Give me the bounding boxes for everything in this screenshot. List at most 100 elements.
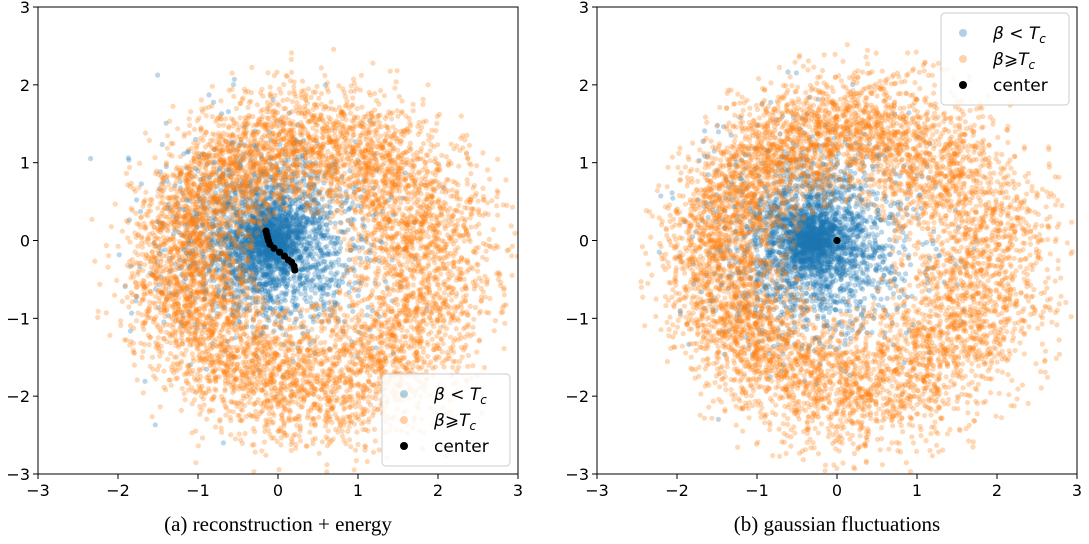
point (381, 93, 387, 99)
point (330, 293, 337, 299)
point (389, 116, 395, 122)
point (376, 447, 382, 453)
point (336, 262, 342, 268)
point (262, 250, 268, 256)
point (261, 273, 267, 279)
point (165, 133, 171, 139)
point (182, 206, 188, 213)
point (314, 83, 320, 89)
point (303, 292, 309, 298)
point (266, 274, 272, 280)
point (302, 285, 308, 291)
point (225, 109, 231, 115)
point (280, 97, 286, 103)
point (275, 428, 281, 434)
point (155, 72, 161, 78)
point (241, 251, 247, 257)
point (237, 264, 244, 270)
point (97, 281, 103, 287)
point (246, 234, 252, 240)
point (251, 336, 257, 342)
point (247, 232, 253, 238)
point (284, 217, 290, 223)
point (219, 236, 225, 242)
point (231, 295, 237, 301)
point (324, 228, 330, 235)
point (459, 354, 465, 360)
point (264, 252, 270, 258)
point (325, 251, 331, 257)
point (307, 205, 313, 211)
point (285, 219, 291, 225)
point (319, 293, 325, 299)
point (276, 225, 282, 231)
point (322, 245, 328, 251)
point (312, 262, 318, 268)
point (297, 222, 303, 228)
point (223, 232, 229, 238)
point (467, 303, 473, 310)
point (220, 440, 226, 446)
point (264, 262, 270, 268)
point (273, 282, 279, 288)
point (327, 199, 333, 205)
point (285, 197, 291, 203)
point (370, 449, 377, 455)
plot-area-a (88, 46, 518, 474)
point (411, 219, 418, 225)
point (282, 237, 288, 243)
point (152, 422, 158, 428)
point (508, 223, 514, 229)
point (264, 300, 271, 306)
point (278, 220, 284, 226)
point (453, 326, 459, 332)
point (108, 224, 114, 230)
point (313, 242, 320, 248)
point (324, 291, 330, 297)
point (209, 114, 215, 120)
point (320, 266, 326, 272)
point (364, 459, 370, 465)
point (265, 70, 271, 76)
point (313, 226, 319, 232)
point (223, 412, 229, 418)
point (249, 64, 255, 70)
point (258, 224, 264, 230)
point (191, 126, 198, 132)
point (321, 287, 327, 293)
point (420, 96, 426, 102)
point (407, 120, 413, 126)
point (312, 235, 318, 241)
point (289, 224, 295, 230)
point (362, 447, 368, 453)
point (334, 270, 340, 276)
point (260, 208, 266, 214)
point (354, 255, 360, 261)
point (328, 240, 334, 246)
point (342, 230, 348, 236)
point (297, 254, 304, 260)
point (304, 245, 310, 251)
point (194, 118, 200, 124)
point (273, 263, 279, 269)
point (227, 215, 233, 221)
point (307, 159, 313, 165)
point (281, 267, 287, 273)
point (420, 101, 426, 107)
point (305, 267, 311, 273)
point (161, 384, 167, 390)
point (307, 295, 313, 301)
point (134, 197, 140, 203)
point (271, 217, 277, 223)
point (319, 226, 325, 233)
point (304, 307, 310, 313)
point (308, 208, 314, 214)
point (252, 449, 258, 455)
point (470, 324, 476, 330)
point (302, 191, 308, 197)
point (503, 177, 509, 183)
point (292, 227, 298, 233)
point (253, 229, 259, 235)
point (268, 295, 274, 301)
point (350, 200, 356, 206)
